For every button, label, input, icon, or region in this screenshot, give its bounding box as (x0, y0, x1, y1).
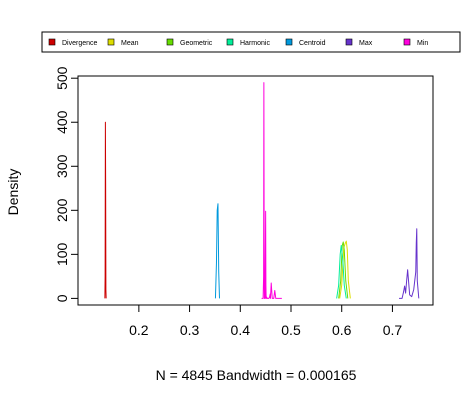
legend-label: Mean (121, 40, 139, 47)
series-line-harmonic (336, 245, 347, 299)
series-line-geometric (338, 241, 349, 299)
legend-entry-centroid: Centroid (285, 38, 326, 47)
legend-entry-divergence: Divergence (48, 38, 98, 47)
legend-entry-geometric: Geometric (166, 38, 213, 47)
legend: Divergence Mean Geometric Harmonic Centroid M… (41, 31, 461, 53)
series-line-mean (339, 240, 351, 299)
x-tick-label: 0.5 (281, 322, 301, 338)
x-axis: 0.2 0.3 0.4 0.5 0.6 0.7 (129, 304, 403, 338)
legend-box (41, 31, 461, 53)
y-tick-label: 0 (54, 294, 70, 302)
x-tick-label: 0.6 (332, 322, 352, 338)
legend-swatch (48, 38, 56, 46)
legend-swatch (107, 38, 115, 46)
legend-label: Max (359, 40, 373, 47)
legend-label: Divergence (62, 40, 98, 47)
legend-label: Min (417, 40, 428, 47)
series-line-min (261, 82, 282, 299)
x-tick-label: 0.4 (231, 322, 251, 338)
y-tick-label: 500 (54, 66, 70, 90)
legend-label: Centroid (299, 40, 326, 47)
x-axis-label: N = 4845 Bandwidth = 0.000165 (156, 367, 357, 383)
series-layer (104, 82, 420, 299)
y-tick-label: 200 (54, 198, 70, 222)
series-line-divergence (104, 121, 107, 299)
legend-entry-mean: Mean (107, 38, 139, 47)
x-tick-label: 0.7 (383, 322, 403, 338)
series-line-centroid (214, 203, 220, 299)
y-tick-label: 100 (54, 242, 70, 266)
legend-label: Geometric (180, 40, 213, 47)
legend-swatch (226, 38, 234, 46)
y-tick-label: 400 (54, 110, 70, 134)
legend-entry-harmonic: Harmonic (226, 38, 270, 47)
legend-swatch (403, 38, 411, 46)
y-axis-label: Density (5, 169, 21, 216)
legend-entry-max: Max (345, 38, 373, 47)
legend-entry-min: Min (403, 38, 428, 47)
legend-label: Harmonic (240, 40, 270, 47)
y-axis: 0 100 200 300 400 500 (54, 66, 79, 302)
x-tick-label: 0.2 (129, 322, 149, 338)
legend-swatch (166, 38, 174, 46)
legend-swatch (345, 38, 353, 46)
y-tick-label: 300 (54, 154, 70, 178)
legend-swatch (285, 38, 293, 46)
x-tick-label: 0.3 (180, 322, 200, 338)
series-line-max (399, 228, 420, 299)
